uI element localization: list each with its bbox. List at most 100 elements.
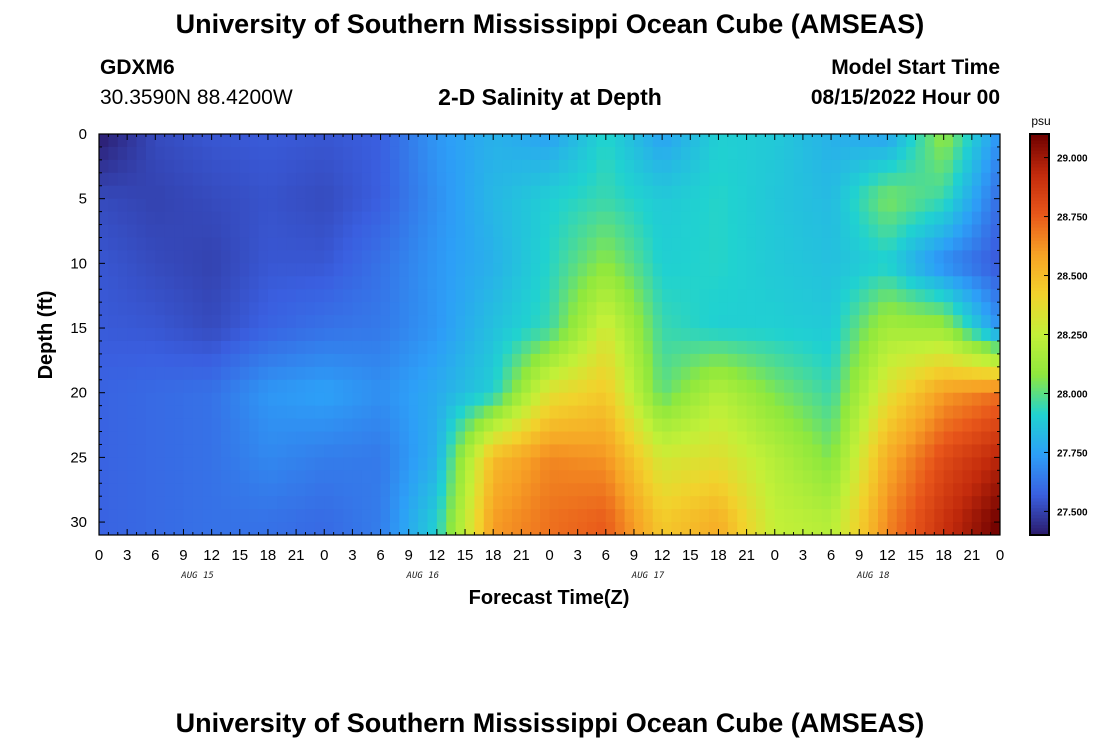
heatmap-cell (352, 276, 363, 290)
heatmap-cell (502, 431, 513, 446)
heatmap-cell (427, 418, 438, 433)
heatmap-cell (643, 315, 654, 329)
heatmap-cell (643, 172, 654, 187)
heatmap-cell (108, 146, 119, 161)
heatmap-cell (774, 289, 785, 303)
heatmap-cell (436, 522, 447, 535)
heatmap-cell (924, 159, 935, 174)
heatmap-cell (361, 366, 372, 381)
heatmap-cell (230, 185, 241, 200)
heatmap-cell (511, 250, 522, 264)
heatmap-cell (587, 276, 598, 290)
heatmap-cell (277, 185, 288, 200)
heatmap-cell (577, 146, 588, 161)
heatmap-cell (549, 379, 560, 394)
heatmap-cell (577, 172, 588, 187)
heatmap-cell (530, 444, 541, 458)
heatmap-cell (746, 379, 757, 394)
heatmap-cell (408, 457, 419, 471)
heatmap-cell (849, 315, 860, 329)
heatmap-cell (136, 405, 147, 420)
heatmap-cell (633, 522, 644, 535)
heatmap-cell (361, 457, 372, 471)
heatmap-cell (117, 302, 128, 316)
heatmap-cell (596, 146, 607, 161)
heatmap-cell (174, 340, 185, 355)
y-tick-label: 15 (70, 320, 87, 337)
heatmap-cell (267, 302, 278, 316)
colorbar-segment (1030, 424, 1049, 429)
heatmap-cell (352, 431, 363, 446)
heatmap-cell (906, 146, 917, 161)
heatmap-cell (427, 328, 438, 342)
heatmap-cell (230, 250, 241, 264)
heatmap-cell (530, 172, 541, 187)
heatmap-cell (408, 392, 419, 407)
heatmap-cell (99, 509, 109, 523)
heatmap-cell (671, 146, 682, 161)
heatmap-cell (155, 263, 166, 277)
heatmap-cell (314, 444, 325, 458)
heatmap-cell (671, 315, 682, 329)
heatmap-cell (296, 289, 307, 303)
heatmap-cell (136, 315, 147, 329)
heatmap-cell (371, 134, 382, 148)
heatmap-cell (296, 457, 307, 471)
heatmap-cell (943, 315, 954, 329)
heatmap-cell (727, 522, 738, 535)
colorbar-segment (1030, 307, 1049, 312)
heatmap-cell (183, 483, 194, 497)
heatmap-cell (239, 496, 250, 510)
heatmap-cell (183, 470, 194, 484)
heatmap-cell (709, 418, 720, 433)
heatmap-cell (605, 470, 616, 484)
heatmap-cell (192, 315, 203, 329)
heatmap-cell (174, 366, 185, 381)
heatmap-cell (446, 522, 457, 535)
heatmap-cell (943, 431, 954, 446)
heatmap-cell (324, 224, 335, 239)
heatmap-cell (117, 185, 128, 200)
heatmap-cell (981, 457, 992, 471)
heatmap-cell (633, 392, 644, 407)
heatmap-cell (577, 159, 588, 174)
heatmap-cell (821, 418, 832, 433)
heatmap-cell (324, 470, 335, 484)
heatmap-cell (352, 315, 363, 329)
heatmap-cell (774, 159, 785, 174)
colorbar-segment (1030, 374, 1049, 379)
heatmap-cell (174, 457, 185, 471)
x-tick-label: 0 (996, 547, 1004, 564)
colorbar-segment (1030, 401, 1049, 406)
heatmap-cell (906, 496, 917, 510)
heatmap-cell (577, 431, 588, 446)
heatmap-cell (737, 444, 748, 458)
heatmap-cell (737, 172, 748, 187)
heatmap-cell (99, 328, 109, 342)
heatmap-cell (540, 457, 551, 471)
heatmap-cell (680, 405, 691, 420)
heatmap-cell (877, 418, 888, 433)
heatmap-cell (136, 302, 147, 316)
heatmap-cell (324, 172, 335, 187)
heatmap-cell (784, 366, 795, 381)
heatmap-cell (502, 237, 513, 252)
heatmap-cell (662, 328, 673, 342)
heatmap-cell (314, 159, 325, 174)
heatmap-cell (99, 172, 109, 187)
heatmap-cell (446, 483, 457, 497)
heatmap-cell (746, 431, 757, 446)
heatmap-cell (249, 263, 260, 277)
heatmap-cell (549, 315, 560, 329)
heatmap-cell (765, 250, 776, 264)
heatmap-cell (408, 470, 419, 484)
heatmap-cell (859, 263, 870, 277)
heatmap-cell (558, 431, 569, 446)
heatmap-cell (605, 483, 616, 497)
heatmap-cell (906, 418, 917, 433)
colorbar-segment (1030, 287, 1049, 292)
heatmap-cell (953, 172, 964, 187)
heatmap-cell (540, 328, 551, 342)
heatmap-cell (971, 444, 982, 458)
heatmap-cell (474, 483, 485, 497)
